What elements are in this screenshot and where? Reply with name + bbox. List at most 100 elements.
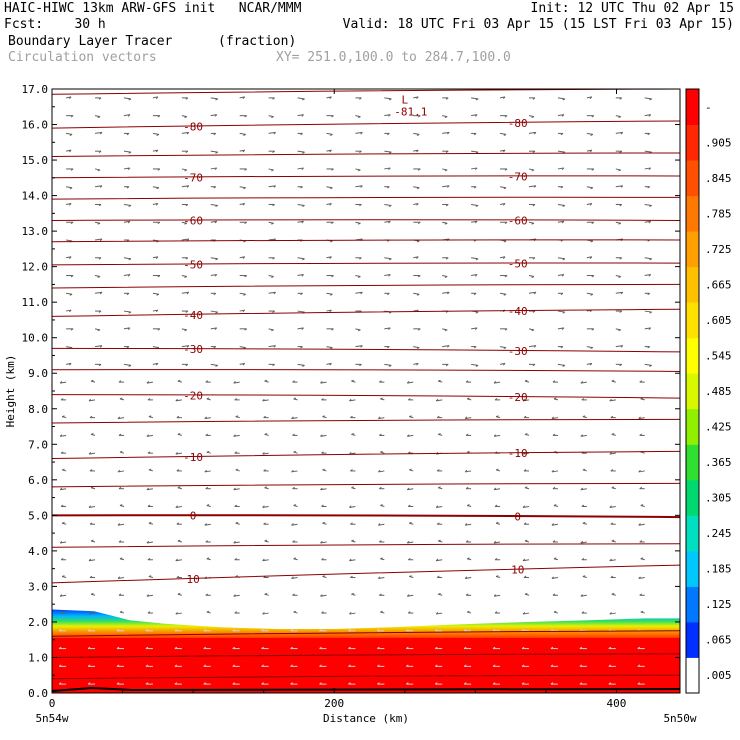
vector-head	[271, 276, 274, 278]
vector-head	[242, 203, 246, 206]
vector-head	[293, 450, 297, 453]
isotherm-line	[51, 543, 681, 548]
vector-arrow	[436, 399, 443, 402]
isotherm-label: -70	[183, 171, 203, 184]
x-tick-label: 0	[49, 697, 56, 710]
vector-head	[88, 452, 92, 455]
vector-arrow	[210, 97, 218, 100]
vector-head	[321, 557, 324, 561]
vector-head	[553, 610, 557, 613]
vector-head	[118, 433, 122, 436]
low-marker-symbol: L	[401, 94, 408, 107]
vector-head	[88, 505, 92, 508]
vector-arrow	[233, 434, 240, 437]
vector-head	[407, 557, 411, 561]
vector-head	[329, 133, 333, 136]
vector-head	[117, 416, 121, 420]
vector-head	[301, 327, 304, 330]
vector-head	[205, 433, 209, 436]
vector-head	[409, 415, 412, 418]
vector-head	[273, 185, 276, 188]
vector-arrow	[384, 150, 392, 153]
vector-head	[69, 256, 72, 259]
vector-head	[531, 276, 535, 278]
vector-head	[119, 450, 123, 453]
vector-head	[416, 187, 420, 190]
vector-arrow	[117, 577, 125, 580]
vector-head	[350, 415, 353, 419]
vector-head	[244, 115, 247, 118]
vector-arrow	[493, 381, 501, 384]
vector-head	[550, 682, 554, 685]
vector-head	[97, 222, 101, 225]
vector-arrow	[117, 470, 125, 473]
vector-arrow	[609, 452, 616, 455]
vector-head	[551, 469, 555, 473]
vector-head	[495, 521, 499, 524]
vector-arrow	[210, 150, 218, 153]
vector-arrow	[123, 220, 131, 223]
vector-head	[504, 328, 508, 331]
vector-arrow	[233, 594, 240, 597]
vector-head	[89, 469, 93, 472]
vector-head	[388, 205, 392, 208]
vector-arrow	[522, 505, 530, 508]
vector-head	[119, 557, 123, 560]
vector-head	[290, 628, 293, 632]
vector-head	[99, 345, 103, 348]
vector-head	[377, 646, 380, 650]
vector-head	[329, 187, 333, 190]
vector-head	[116, 628, 120, 632]
vector-head	[242, 149, 246, 153]
vector-head	[184, 329, 188, 332]
vector-head	[300, 186, 303, 189]
vector-head	[611, 486, 615, 489]
vector-head	[128, 311, 132, 314]
vector-arrow	[326, 346, 333, 349]
vector-arrow	[471, 257, 479, 260]
vector-head	[147, 398, 151, 401]
vector-arrow	[499, 292, 507, 295]
vector-arrow	[384, 114, 391, 117]
vector-arrow	[644, 203, 652, 206]
vector-head	[262, 505, 265, 508]
vector-head	[620, 345, 624, 348]
vector-arrow	[580, 488, 587, 491]
colorbar-label: .725	[705, 243, 732, 256]
isotherm-line	[51, 175, 681, 179]
vector-head	[290, 646, 293, 650]
vector-arrow	[268, 345, 276, 348]
vector-arrow	[152, 186, 159, 189]
isotherm-line	[51, 450, 681, 459]
vector-head	[127, 220, 131, 224]
vector-arrow	[60, 381, 67, 384]
vector-head	[145, 664, 149, 667]
vector-head	[204, 416, 207, 420]
vector-arrow	[378, 417, 385, 420]
vector-head	[145, 628, 149, 632]
vector-head	[235, 468, 239, 471]
vector-head	[329, 203, 332, 206]
vector-head	[591, 275, 595, 278]
vector-head	[407, 611, 411, 614]
vector-head	[69, 149, 72, 153]
vector-head	[611, 592, 615, 595]
vector-arrow	[320, 381, 327, 384]
vector-arrow	[551, 417, 559, 420]
vector-head	[148, 575, 152, 577]
vector-head	[359, 97, 362, 100]
vector-head	[610, 522, 614, 525]
colorbar-swatch	[686, 373, 699, 410]
vector-head	[157, 328, 161, 331]
vector-arrow	[349, 559, 356, 562]
vector-head	[464, 576, 468, 579]
vector-head	[203, 664, 207, 667]
vector-arrow	[557, 220, 565, 223]
vector-head	[213, 186, 217, 189]
vector-arrow	[384, 257, 392, 260]
vector-head	[407, 504, 411, 507]
vector-head	[70, 275, 74, 278]
vector-arrow	[297, 150, 305, 153]
vector-head	[436, 415, 440, 419]
vector-head	[531, 116, 535, 119]
